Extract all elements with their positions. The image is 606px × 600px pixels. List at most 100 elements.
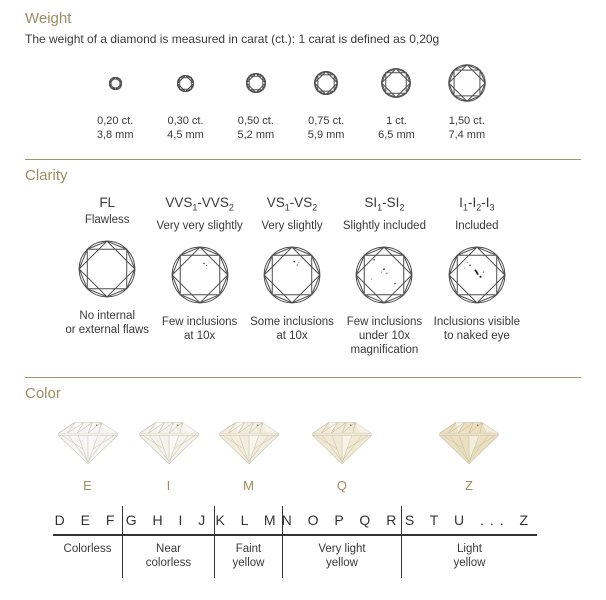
color-stone: Q	[283, 418, 402, 493]
weight-item	[80, 77, 150, 90]
diamond-top-icon	[109, 77, 122, 90]
weight-item	[291, 71, 361, 95]
diamond-side-icon	[309, 418, 375, 466]
clarity-description: Inclusions visible to naked eye	[433, 315, 520, 342]
grade-sub: 1	[377, 202, 383, 213]
weight-diamond-row	[80, 61, 502, 105]
weight-item	[361, 68, 431, 98]
color-stone: E	[53, 418, 123, 493]
weight-label: 1 ct. 6,5 mm	[361, 115, 431, 142]
grade-text: -SI	[382, 195, 400, 210]
inclusion-marks	[202, 262, 207, 266]
diameter-label: 5,2 mm	[237, 128, 275, 141]
grade-text: FL	[99, 195, 116, 210]
grade-text: I	[459, 195, 463, 210]
clarity-description: No internal or external flaws	[65, 310, 150, 336]
color-grade-letter: E	[83, 477, 93, 493]
weight-label: 0,50 ct. 5,2 mm	[221, 115, 291, 142]
clarity-column-vs: VS1-VS2 Very slightly Some inclusions at…	[246, 194, 338, 357]
diamond-side-icon	[136, 418, 202, 466]
carat-label: 1 ct.	[386, 115, 407, 127]
section-divider	[25, 159, 581, 160]
clarity-description: Few inclusions under 10x magnification	[346, 315, 423, 356]
scale-label: Colorless	[53, 535, 123, 578]
diamond-top-icon	[381, 68, 411, 98]
clarity-grade-name: Very slightly	[261, 219, 323, 232]
diamond-side-icon	[216, 418, 282, 466]
diameter-label: 5,9 mm	[307, 128, 345, 141]
weight-label: 0,30 ct. 4,5 mm	[150, 115, 220, 142]
carat-label: 0,50 ct.	[237, 115, 274, 127]
diamond-clarity-icon	[448, 246, 506, 304]
diameter-label: 4,5 mm	[167, 128, 204, 141]
clarity-grade-label: VVS1-VVS2	[153, 194, 245, 217]
carat-label: 0,75 ct.	[308, 115, 345, 127]
clarity-grid: FL Flawless No internal or external flaw…	[61, 194, 523, 357]
grade-text: -I	[481, 195, 490, 210]
diamond-clarity-icon	[78, 240, 136, 298]
grade-text: VVS	[165, 195, 193, 210]
clarity-grade-name: Flawless	[84, 214, 130, 226]
scale-label-row: Colorless Near colorless Faint yellow Ve…	[53, 535, 537, 578]
scale-letters: N O P Q R	[282, 505, 402, 534]
color-stone: Z	[402, 418, 537, 493]
weight-item	[221, 73, 291, 93]
grade-sub: 2	[228, 202, 234, 213]
clarity-section-title: Clarity	[25, 167, 68, 184]
clarity-grade-label: I1-I2-I3	[431, 194, 523, 217]
carat-label: 1,50 ct.	[448, 115, 485, 127]
weight-section: Weight The weight of a diamond is measur…	[25, 10, 581, 142]
clarity-column-i: I1-I2-I3 Included Inclusions visible to …	[431, 194, 523, 357]
weight-item	[432, 64, 502, 102]
scale-label: Near colorless	[123, 535, 215, 578]
scale-horizontal-line	[53, 533, 537, 536]
grade-text: -VVS	[197, 195, 229, 210]
color-stone: I	[123, 418, 215, 493]
clarity-column-vvs: VVS1-VVS2 Very very slightly Few inclusi…	[153, 194, 245, 357]
clarity-column-si: SI1-SI2 Slightly included Few inclusions…	[338, 194, 430, 357]
grade-sub: 1	[462, 202, 468, 213]
diamond-side-icon	[55, 418, 121, 466]
section-divider	[25, 376, 581, 378]
clarity-grade-label: VS1-VS2	[246, 194, 338, 217]
diameter-label: 7,4 mm	[448, 128, 486, 141]
diamond-top-icon	[448, 64, 486, 102]
clarity-description: Few inclusions at 10x	[161, 315, 238, 342]
grade-sub: 2	[476, 202, 482, 213]
grade-sub: 1	[192, 202, 198, 213]
inclusion-marks	[293, 260, 300, 266]
scale-letters: S T U ... Z	[404, 511, 535, 528]
clarity-grade-name: Very very slightly	[156, 219, 243, 232]
diamond-clarity-icon	[171, 246, 229, 304]
clarity-column-fl: FL Flawless No internal or external flaw…	[61, 194, 153, 357]
diamond-clarity-icon	[355, 246, 413, 304]
color-scale-table: D E F G H I J K L M N O P Q R S T U ... …	[53, 505, 537, 578]
weight-section-title: Weight	[25, 10, 72, 27]
weight-label: 0,75 ct. 5,9 mm	[291, 115, 361, 142]
grade-text: -VS	[289, 195, 313, 210]
clarity-grade-label: FL	[61, 194, 153, 211]
clarity-description: Some inclusions at 10x	[250, 315, 334, 342]
scale-label: Very light yellow	[283, 535, 402, 578]
diameter-label: 6,5 mm	[378, 128, 415, 141]
grade-sub: 2	[312, 202, 318, 213]
weight-label: 0,20 ct. 3,8 mm	[80, 115, 150, 142]
color-section-title: Color	[25, 384, 61, 402]
grade-text: SI	[364, 195, 378, 210]
diamond-top-icon	[177, 75, 194, 92]
grade-sub: 1	[284, 202, 290, 213]
diamond-side-icon	[436, 418, 502, 466]
carat-label: 0,20 ct.	[97, 115, 134, 127]
weight-label-row: 0,20 ct. 3,8 mm 0,30 ct. 4,5 mm 0,50 ct.…	[80, 115, 502, 142]
scale-letters-row: D E F G H I J K L M N O P Q R S T U ... …	[53, 505, 537, 534]
grade-sub: 2	[399, 202, 405, 213]
diamond-top-icon	[314, 71, 338, 95]
color-section: Color E I M Q Z	[25, 385, 581, 578]
scale-letters: D E F	[53, 505, 123, 534]
scale-letters: G H I J	[123, 505, 215, 534]
inclusion-marks	[464, 261, 484, 278]
grade-text: -I	[467, 195, 477, 210]
diamond-clarity-icon	[263, 246, 321, 304]
weight-label: 1,50 ct. 7,4 mm	[432, 115, 502, 142]
